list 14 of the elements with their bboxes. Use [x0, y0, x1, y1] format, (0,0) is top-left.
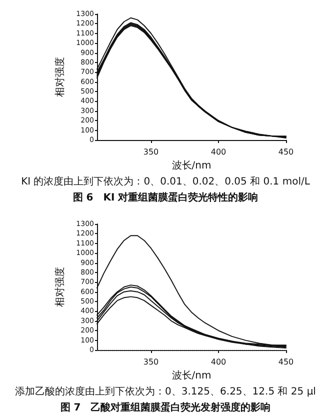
x-tick-label: 400 — [210, 148, 226, 156]
text: KI 的浓度由上到下依次为：0、0.01、0.02、0.05 和 0.1 mol/L — [21, 176, 310, 188]
y-axis-title: 相对强度 — [54, 267, 66, 307]
x-tick-label: 450 — [278, 148, 294, 156]
x-tick-label: 400 — [210, 358, 226, 366]
x-tick-label: 450 — [278, 358, 294, 366]
x-tick-label: 350 — [143, 148, 159, 156]
x-axis-title: 波长/nm — [172, 159, 212, 172]
text: 添加乙酸的浓度由上到下依次为：0、3.125、6.25、12.5 和 25 μl — [15, 386, 316, 398]
x-tick-label: 350 — [143, 358, 159, 366]
text: 图 6 KI 对重组菌膜蛋白荧光特性的影响 — [72, 192, 258, 204]
y-axis-title: 相对强度 — [54, 57, 66, 97]
text: 图 7 乙酸对重组菌膜蛋白荧光发射强度的影响 — [60, 402, 271, 414]
x-axis-title: 波长/nm — [172, 369, 212, 382]
